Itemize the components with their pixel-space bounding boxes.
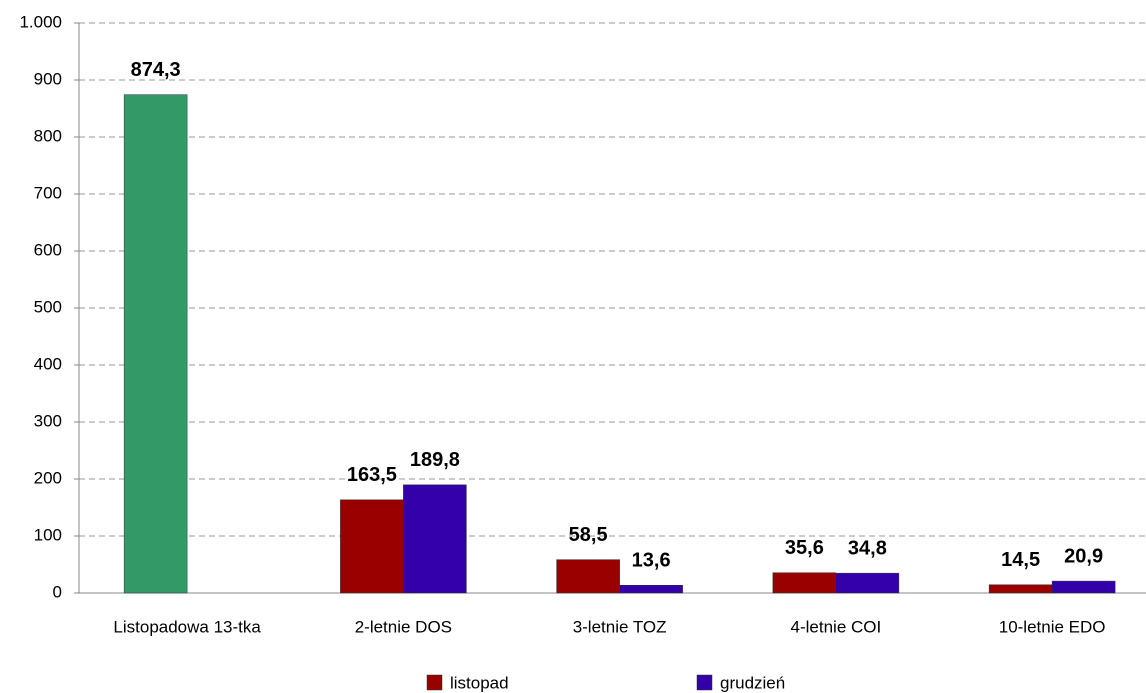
y-tick-label: 1.000 (19, 12, 62, 31)
bar (835, 572, 900, 594)
value-label: 35,6 (785, 537, 824, 559)
legend-swatch (426, 674, 443, 691)
value-label: 874,3 (131, 59, 181, 81)
x-tick-label: 10-letnie EDO (999, 617, 1106, 636)
x-tick-label: Listopadowa 13-tka (113, 617, 261, 636)
legend-label: grudzień (720, 673, 785, 692)
y-tick-label: 100 (34, 525, 62, 544)
value-label: 163,5 (347, 464, 397, 486)
bar (556, 559, 620, 594)
y-tick-label: 700 (34, 183, 62, 202)
bar (772, 572, 837, 594)
bar (340, 499, 404, 594)
bar (123, 94, 188, 594)
y-tick-label: 0 (53, 582, 62, 601)
y-tick-label: 800 (34, 126, 62, 145)
x-tick-label: 4-letnie COI (791, 617, 882, 636)
legend-swatch (696, 674, 713, 691)
bar (1051, 580, 1116, 594)
legend-label: listopad (450, 673, 509, 692)
value-label: 13,6 (632, 550, 671, 572)
x-tick-label: 2-letnie DOS (355, 617, 452, 636)
value-label: 34,8 (848, 537, 887, 559)
bar (619, 584, 683, 594)
y-tick-label: 600 (34, 240, 62, 259)
y-tick-label: 900 (34, 69, 62, 88)
value-label: 20,9 (1064, 545, 1103, 567)
value-label: 189,8 (410, 449, 460, 471)
y-tick-label: 200 (34, 468, 62, 487)
bar (988, 584, 1053, 594)
y-tick-label: 400 (34, 354, 62, 373)
y-tick-label: 300 (34, 411, 62, 430)
bar (403, 484, 467, 594)
value-label: 58,5 (569, 524, 608, 546)
value-label: 14,5 (1001, 549, 1040, 571)
y-tick-label: 500 (34, 297, 62, 316)
x-tick-label: 3-letnie TOZ (573, 617, 667, 636)
